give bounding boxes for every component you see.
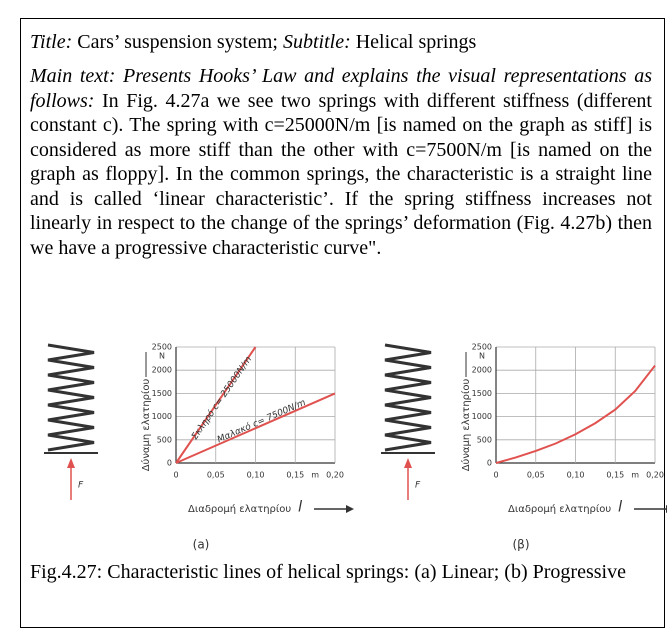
x-axis-arrowhead xyxy=(346,505,354,513)
y-tick-label: 500 xyxy=(157,435,172,444)
x-tick-label: 0,20 xyxy=(646,471,664,480)
subtitle: Helical springs xyxy=(355,31,477,53)
x-tick-label: 0,20 xyxy=(326,471,344,480)
y-tick-label: 1000 xyxy=(472,412,492,421)
x-tick-label: 0,10 xyxy=(247,471,265,480)
y-tick-label: 1000 xyxy=(152,412,172,421)
y-tick-label: 2500 xyxy=(152,343,172,352)
title-label: Title: xyxy=(30,31,73,53)
y-tick-label: 0 xyxy=(167,459,172,468)
y-tick-label: 1500 xyxy=(152,389,172,398)
y-tick-label: 1500 xyxy=(472,389,492,398)
title: Cars’ suspension system; xyxy=(77,31,278,53)
figures: F 0 500 1000 1500 2000 2500 0 0,05 0,10 0,15 0,20 m N… xyxy=(44,343,667,552)
y-axis-label: Δύναμη ελατηρίου xyxy=(460,378,472,471)
series-line xyxy=(175,392,336,464)
series-label: Μαλακό c= 7500N/m xyxy=(216,397,308,445)
main-text: Main text: Presents Hooks’ Law and expla… xyxy=(30,64,652,260)
spring xyxy=(384,343,432,452)
panel-label: (a) xyxy=(193,538,210,552)
x-tick-label: 0,10 xyxy=(567,471,585,480)
x-symbol: l xyxy=(618,498,623,516)
panel-label: (β) xyxy=(512,538,529,552)
x-unit: m xyxy=(311,471,319,480)
x-symbol: l xyxy=(298,498,303,516)
force-label: F xyxy=(78,481,84,491)
main-label: Main text: Presents Hooks’ Law and expla… xyxy=(30,65,652,112)
x-tick-label: 0,15 xyxy=(606,471,624,480)
series-line xyxy=(175,346,257,464)
force-label: F xyxy=(415,481,421,491)
caption: Fig.4.27: Characteristic lines of helica… xyxy=(30,561,626,583)
y-tick-label: 0 xyxy=(487,459,492,468)
heading: Title: Cars’ suspension system; Subtitle… xyxy=(30,30,652,55)
body: In Fig. 4.27a we see two springs with di… xyxy=(30,89,652,259)
x-tick-label: 0 xyxy=(173,471,178,480)
x-axis-label: Διαδρομή ελατηρίου xyxy=(508,503,611,515)
x-tick-label: 0,15 xyxy=(286,471,304,480)
x-tick-label: 0,05 xyxy=(207,471,225,480)
series-line xyxy=(495,364,656,464)
y-axis-label: Δύναμη ελατηρίου xyxy=(140,378,152,471)
y-unit: N xyxy=(479,352,485,361)
y-unit: N xyxy=(159,352,165,361)
force-arrowhead xyxy=(404,458,412,468)
subtitle-label: Subtitle: xyxy=(282,31,351,53)
x-tick-label: 0,05 xyxy=(527,471,545,480)
x-axis-label: Διαδρομή ελατηρίου xyxy=(188,503,291,515)
spring xyxy=(47,343,95,452)
force-arrowhead xyxy=(67,458,75,468)
y-tick-label: 2000 xyxy=(472,366,492,375)
y-tick-label: 500 xyxy=(477,435,492,444)
y-tick-label: 2500 xyxy=(472,343,492,352)
y-tick-label: 2000 xyxy=(152,366,172,375)
x-unit: m xyxy=(631,471,639,480)
x-tick-label: 0 xyxy=(493,471,498,480)
